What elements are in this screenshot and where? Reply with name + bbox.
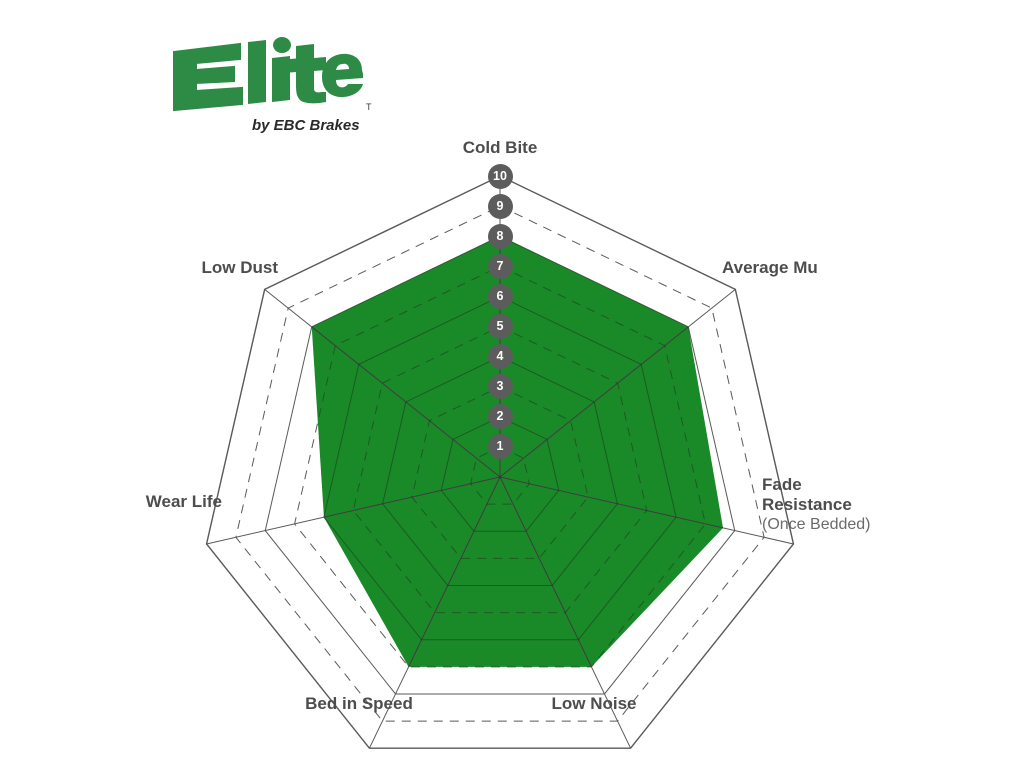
fade-line-2: Resistance — [762, 495, 852, 514]
scale-marker-9: 9 — [487, 193, 513, 219]
grid-ring-8 — [264, 235, 736, 695]
scale-marker-10: 10 — [487, 163, 513, 189]
axis-spoke-2 — [499, 476, 794, 545]
scale-marker-3: 3 — [487, 374, 513, 400]
logo-wordmark-elite — [173, 37, 363, 112]
grid-ring-overlay-1 — [470, 446, 530, 505]
axis-label-low-noise: Low Noise — [551, 694, 637, 713]
axis-label-bed-in-speed: Bed in Speed — [305, 694, 413, 713]
grid-ring-overlay-3 — [411, 386, 589, 559]
axis-spoke-overlay-6 — [311, 288, 501, 478]
grid-ring-overlay-2 — [440, 416, 560, 532]
scale-marker-7: 7 — [487, 253, 513, 279]
axis-spoke-overlay-2 — [499, 476, 724, 545]
radar-series-fill — [311, 236, 724, 667]
elite-ebc-brakes-logo: TM by EBC Brakes — [166, 32, 372, 136]
axis-label-fade-resistance: Fade Resistance (Once Bedded) — [762, 475, 871, 535]
axis-spoke-5 — [206, 476, 501, 545]
axis-spoke-overlay-5 — [311, 476, 501, 545]
grid-ring-overlay-7 — [311, 265, 706, 667]
grid-ring-overlay-4 — [382, 356, 618, 586]
trademark-symbol: TM — [366, 102, 372, 112]
axis-spoke-overlay-4 — [368, 476, 501, 667]
fade-line-3-sublabel: (Once Bedded) — [762, 516, 871, 533]
grid-ring-9 — [235, 205, 765, 722]
axis-spoke-6 — [264, 288, 501, 478]
scale-marker-2: 2 — [487, 404, 513, 430]
scale-marker-6: 6 — [487, 283, 513, 309]
scale-marker-5: 5 — [487, 314, 513, 339]
axis-spoke-4 — [368, 476, 501, 749]
fade-line-1: Fade — [762, 475, 802, 494]
series-polygon-elite — [311, 236, 724, 667]
axis-label-wear-life: Wear Life — [145, 492, 222, 511]
axis-spoke-overlay-3 — [499, 476, 632, 667]
logo-tagline: by EBC Brakes — [252, 117, 360, 134]
grid-ring-10 — [205, 175, 795, 749]
axis-label-cold-bite: Cold Bite — [462, 138, 538, 157]
axis-spoke-1 — [499, 288, 736, 478]
axis-spoke-3 — [499, 476, 632, 749]
axis-label-low-dust: Low Dust — [201, 258, 279, 277]
grid-ring-overlay-6 — [323, 295, 677, 641]
axis-label-average-mu: Average Mu — [722, 258, 818, 277]
scale-marker-8: 8 — [487, 223, 513, 249]
scale-marker-4: 4 — [487, 344, 513, 370]
scale-marker-1: 1 — [487, 434, 513, 460]
grid-ring-overlay-5 — [352, 325, 648, 614]
